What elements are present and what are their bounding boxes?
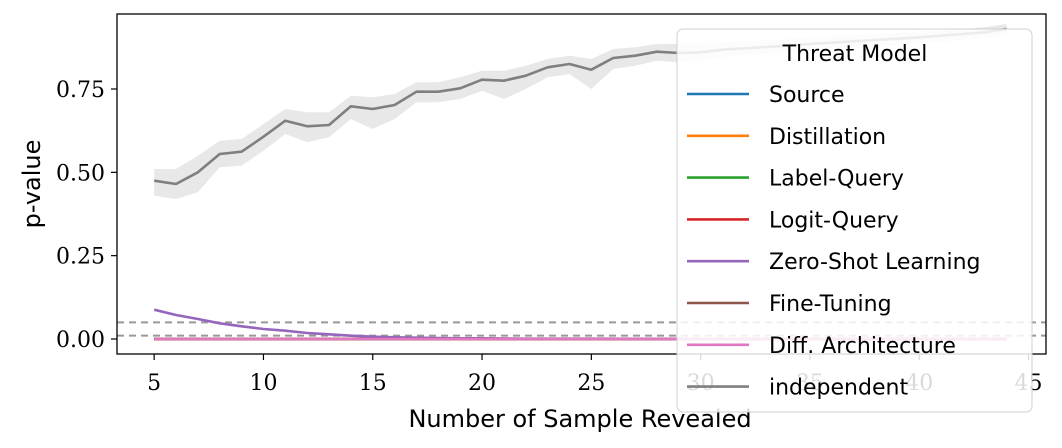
legend-label-label-query: Label-Query [769, 167, 904, 192]
legend-label-diff-architecture: Diff. Architecture [769, 334, 956, 359]
y-tick-label: 0.25 [56, 245, 105, 270]
legend-label-zero-shot-learning: Zero-Shot Learning [769, 250, 980, 275]
legend-label-logit-query: Logit-Query [769, 208, 899, 233]
y-tick-label: 0.00 [56, 328, 105, 353]
legend: Threat Model Source Distillation Label-Quer… [676, 28, 1033, 413]
y-tick-label: 0.75 [56, 78, 105, 103]
y-tick-label: 0.50 [56, 161, 105, 186]
legend-title: Threat Model [782, 42, 928, 67]
legend-label-independent: independent [769, 376, 908, 401]
y-axis-ticks: 0.00 0.25 0.50 0.75 [56, 78, 117, 353]
x-tick-label: 20 [468, 371, 496, 396]
legend-label-source: Source [769, 83, 845, 108]
legend-box [676, 28, 1033, 413]
x-tick-label: 15 [359, 371, 387, 396]
axes [116, 13, 1047, 355]
x-tick-label: 5 [147, 371, 161, 396]
x-tick-label: 10 [249, 371, 277, 396]
axes-frame [116, 13, 1047, 355]
legend-label-distillation: Distillation [769, 125, 886, 150]
x-tick-label: 25 [577, 371, 605, 396]
y-axis-label: p-value [18, 140, 46, 229]
legend-label-fine-tuning: Fine-Tuning [769, 292, 892, 317]
